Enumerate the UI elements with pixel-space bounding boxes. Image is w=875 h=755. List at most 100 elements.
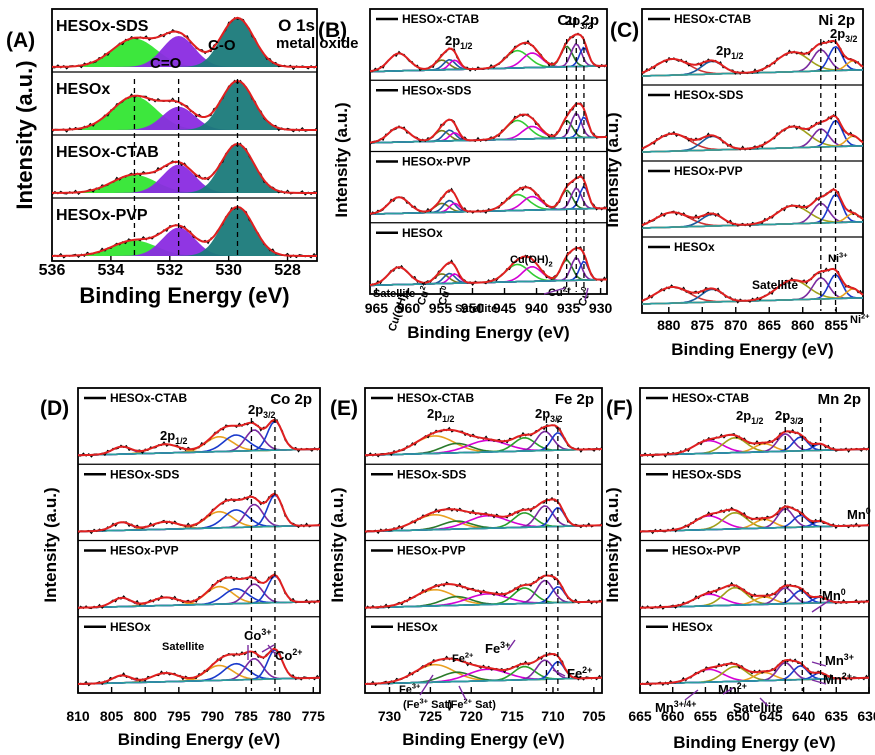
sample-name: HESOx-PVP (110, 544, 179, 558)
panel-co2p: (D) Co 2p 810 805 800 795 790 785 780 775 Binding … (40, 387, 325, 749)
x-tick-label: 715 (500, 708, 524, 724)
y-axis-label: Intensity (a.u.) (41, 487, 60, 602)
spectrum-hesox-sds: HESOx-SDS (369, 79, 608, 146)
peak-annotation: Mn0 (847, 506, 871, 522)
background-line (77, 676, 321, 685)
annotation-arrow (811, 661, 827, 667)
sample-name: HESOx (674, 240, 715, 254)
background-line (77, 524, 321, 533)
sample-name: HESOx-PVP (672, 544, 741, 558)
sample-name: HESOx-SDS (674, 88, 743, 102)
fitted-envelope (364, 498, 603, 533)
x-tick-label: 710 (541, 708, 565, 724)
x-tick-label: 930 (589, 300, 613, 316)
background-line (365, 448, 603, 456)
sample-name: HESOx-SDS (672, 467, 741, 481)
fitted-envelope (51, 205, 317, 257)
x-tick-label: 960 (397, 300, 421, 316)
spectrum-hesox-sds: HESOx-SDS (641, 84, 864, 153)
sample-name: HESOx-CTAB (397, 391, 474, 405)
peak-annotation: 2p3/2 (248, 402, 276, 420)
x-axis-label: Binding Energy (eV) (79, 283, 289, 308)
annotation-arrow (543, 287, 566, 295)
component-peak (52, 17, 317, 67)
x-axis-label: Binding Energy (eV) (673, 733, 835, 752)
sample-name: HESOx-CTAB (56, 144, 159, 161)
fitted-envelope (640, 584, 870, 609)
fitted-envelope (641, 39, 864, 74)
sample-name: HESOx (672, 620, 713, 634)
x-tick-label: 880 (657, 317, 681, 333)
element-label: Ni 2p (818, 12, 855, 29)
fitted-envelope (369, 175, 608, 215)
peak-annotation: Cu2+ (413, 280, 434, 307)
component-peak (52, 80, 317, 130)
peak-annotation: C-O (208, 37, 236, 54)
peak-annotation: Ni3+ (828, 251, 848, 265)
sample-name: HESOx-CTAB (672, 391, 749, 405)
annotation-arrow (684, 689, 699, 701)
element-label: Cu 2p (557, 12, 599, 29)
fitted-envelope (77, 492, 321, 533)
sample-name: HESOx-SDS (402, 83, 471, 97)
annotation-arrow (261, 644, 275, 653)
annotation-arrow (419, 674, 434, 696)
background-line (364, 676, 603, 685)
x-tick-label: 870 (724, 317, 748, 333)
spectrum-hesox: HESOx (364, 616, 603, 687)
sample-name: HESOx-SDS (110, 467, 179, 481)
element-label: Mn 2p (818, 391, 861, 408)
sample-name: HESOx-PVP (402, 155, 471, 169)
component-peak (52, 164, 317, 193)
peak-annotation: 2p1/2 (427, 406, 455, 424)
peak-annotation: Satellite (733, 700, 783, 715)
fitted-envelope (639, 658, 870, 685)
fitted-envelope (78, 418, 321, 457)
peak-annotation: Co2+ (275, 647, 302, 663)
spectrum-hesox: HESOx (639, 616, 870, 687)
sample-name: HESOx (56, 81, 110, 98)
fitted-envelope (641, 267, 864, 302)
annotation-arrow (552, 669, 566, 677)
component-peak (52, 206, 317, 256)
x-tick-label: 705 (582, 708, 606, 724)
sample-name: HESOx-PVP (56, 207, 148, 224)
component-peak (52, 227, 317, 256)
fitted-envelope (641, 188, 864, 227)
peak-annotation: Cu0 (574, 286, 594, 308)
spectrum-hesox-ctab: HESOx-CTAB (641, 12, 864, 77)
spectrum-hesox-sds: HESOx-SDS (77, 463, 321, 535)
fitted-envelope (364, 652, 603, 685)
spectrum-hesox-sds: HESOx-SDS (51, 16, 318, 71)
component-peak (641, 59, 864, 77)
peak-annotation: metal oxide (276, 35, 359, 52)
sample-name: HESOx (110, 620, 151, 634)
x-tick-label: 940 (525, 300, 549, 316)
background-line (639, 676, 870, 685)
peak-annotation: 2p3/2 (565, 13, 593, 31)
x-axis-label: Binding Energy (eV) (671, 340, 833, 359)
background-line (639, 524, 870, 533)
x-tick-label: 865 (758, 317, 782, 333)
peak-annotation: Satellite (162, 641, 204, 653)
sample-name: HESOx-CTAB (110, 391, 187, 405)
fitted-envelope (78, 573, 321, 609)
panel-fe2p: (E) Fe 2p 730 725 720 715 710 705 Binding Energy… (328, 387, 606, 749)
x-tick-label: 935 (557, 300, 581, 316)
panel-label: (A) (6, 29, 35, 52)
sample-name: HESOx-CTAB (674, 12, 751, 26)
x-tick-label: 650 (726, 708, 750, 724)
spectrum-hesox-ctab: HESOx-CTAB (77, 391, 321, 458)
background-line (365, 600, 603, 609)
x-tick-label: 655 (694, 708, 718, 724)
spectrum-hesox: HESOx (369, 222, 608, 287)
peak-annotation: Fe3+ (399, 682, 421, 696)
spectrum-hesox: HESOx (77, 616, 321, 687)
x-tick-label: 965 (365, 300, 389, 316)
peak-annotation: Mn3+/4+ (655, 699, 696, 715)
component-peak (52, 36, 317, 67)
spectrum-hesox-ctab: HESOx-CTAB (639, 391, 870, 458)
x-tick-label: 945 (493, 300, 517, 316)
spectrum-hesox-ctab: HESOx-CTAB (51, 134, 318, 196)
